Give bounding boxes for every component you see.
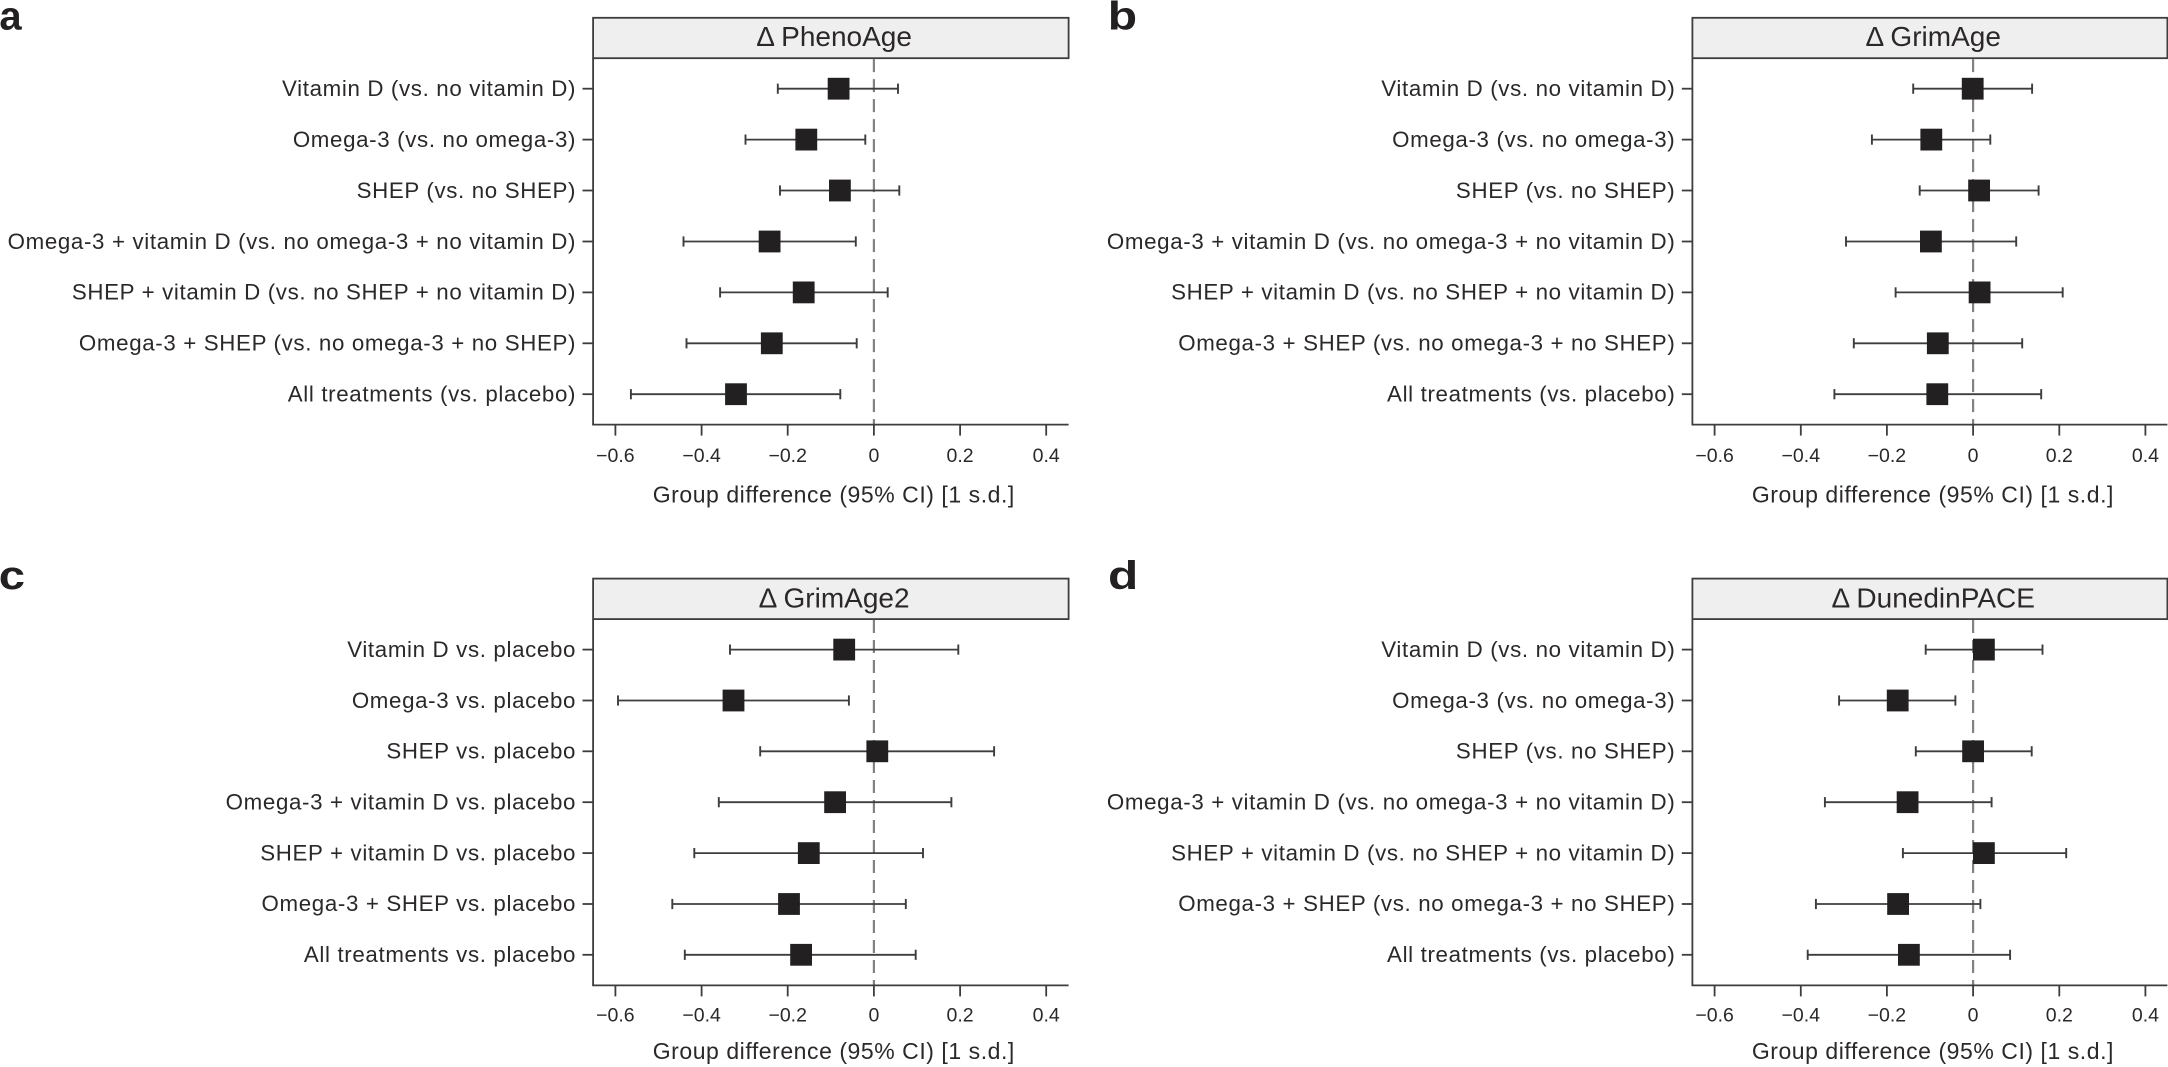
svg-text:Omega-3 (vs. no omega-3): Omega-3 (vs. no omega-3) (1392, 127, 1675, 152)
svg-text:0.2: 0.2 (2046, 1005, 2073, 1027)
svg-text:SHEP + vitamin D (vs. no SHEP: SHEP + vitamin D (vs. no SHEP + no vitam… (1171, 840, 1675, 865)
svg-text:−0.2: −0.2 (768, 445, 807, 467)
svg-text:0.2: 0.2 (947, 1005, 974, 1027)
svg-text:Vitamin D (vs. no vitamin D): Vitamin D (vs. no vitamin D) (282, 76, 576, 101)
svg-text:SHEP + vitamin D (vs. no SHEP: SHEP + vitamin D (vs. no SHEP + no vitam… (72, 280, 576, 305)
svg-text:Omega-3 (vs. no omega-3): Omega-3 (vs. no omega-3) (293, 127, 576, 152)
svg-text:Omega-3 + vitamin D (vs. no om: Omega-3 + vitamin D (vs. no omega-3 + no… (8, 229, 576, 254)
svg-text:SHEP vs. placebo: SHEP vs. placebo (386, 739, 576, 764)
svg-text:0: 0 (868, 1005, 879, 1027)
svg-text:Omega-3 + SHEP vs. placebo: Omega-3 + SHEP vs. placebo (262, 891, 577, 916)
svg-text:All treatments (vs. placebo): All treatments (vs. placebo) (1387, 942, 1675, 967)
svg-text:−0.6: −0.6 (596, 445, 635, 467)
svg-text:Group difference (95% CI) [1 s: Group difference (95% CI) [1 s.d.] (653, 1038, 1015, 1064)
svg-text:Δ PhenoAge: Δ PhenoAge (756, 21, 912, 52)
svg-text:c: c (0, 553, 25, 598)
svg-text:Omega-3 + SHEP (vs. no omega-3: Omega-3 + SHEP (vs. no omega-3 + no SHEP… (79, 331, 576, 356)
svg-text:SHEP + vitamin D vs. placebo: SHEP + vitamin D vs. placebo (260, 840, 576, 865)
svg-text:SHEP (vs. no SHEP): SHEP (vs. no SHEP) (357, 178, 576, 203)
svg-text:−0.4: −0.4 (682, 1005, 721, 1027)
svg-text:0.4: 0.4 (2132, 1005, 2159, 1027)
svg-text:0.4: 0.4 (1033, 1005, 1060, 1027)
svg-text:−0.6: −0.6 (1695, 1005, 1734, 1027)
svg-text:−0.4: −0.4 (682, 445, 721, 467)
svg-text:0: 0 (868, 445, 879, 467)
svg-text:a: a (0, 0, 22, 39)
svg-text:−0.2: −0.2 (768, 1005, 807, 1027)
svg-text:0.4: 0.4 (1033, 445, 1060, 467)
svg-text:Δ GrimAge: Δ GrimAge (1865, 21, 2000, 52)
svg-text:Group difference (95% CI) [1 s: Group difference (95% CI) [1 s.d.] (1752, 1038, 2114, 1064)
svg-text:Vitamin D vs. placebo: Vitamin D vs. placebo (347, 637, 576, 662)
svg-text:All treatments (vs. placebo): All treatments (vs. placebo) (288, 382, 576, 407)
svg-text:0: 0 (1968, 445, 1979, 467)
svg-text:0.2: 0.2 (2046, 445, 2073, 467)
svg-text:Vitamin D (vs. no vitamin D): Vitamin D (vs. no vitamin D) (1381, 637, 1675, 662)
svg-text:Omega-3 + SHEP (vs. no omega-3: Omega-3 + SHEP (vs. no omega-3 + no SHEP… (1178, 331, 1675, 356)
svg-text:Vitamin D (vs. no vitamin D): Vitamin D (vs. no vitamin D) (1381, 76, 1675, 101)
svg-text:0: 0 (1968, 1005, 1979, 1027)
svg-text:Δ DunedinPACE: Δ DunedinPACE (1831, 583, 2034, 614)
svg-text:SHEP + vitamin D (vs. no SHEP: SHEP + vitamin D (vs. no SHEP + no vitam… (1171, 280, 1675, 305)
svg-text:−0.4: −0.4 (1782, 1005, 1821, 1027)
svg-text:−0.4: −0.4 (1782, 445, 1821, 467)
svg-text:Omega-3 + vitamin D (vs. no om: Omega-3 + vitamin D (vs. no omega-3 + no… (1107, 790, 1675, 815)
svg-text:b: b (1108, 0, 1137, 39)
svg-text:−0.2: −0.2 (1868, 1005, 1907, 1027)
svg-text:Group difference (95% CI) [1 s: Group difference (95% CI) [1 s.d.] (653, 481, 1015, 507)
svg-text:SHEP (vs. no SHEP): SHEP (vs. no SHEP) (1456, 739, 1675, 764)
svg-text:Group difference (95% CI) [1 s: Group difference (95% CI) [1 s.d.] (1752, 481, 2114, 507)
svg-text:Omega-3 (vs. no omega-3): Omega-3 (vs. no omega-3) (1392, 688, 1675, 713)
svg-text:−0.6: −0.6 (596, 1005, 635, 1027)
svg-text:SHEP (vs. no SHEP): SHEP (vs. no SHEP) (1456, 178, 1675, 203)
svg-text:0.2: 0.2 (947, 445, 974, 467)
svg-text:−0.2: −0.2 (1868, 445, 1907, 467)
svg-text:All treatments vs. placebo: All treatments vs. placebo (304, 942, 576, 967)
svg-text:0.4: 0.4 (2132, 445, 2159, 467)
svg-text:Omega-3 + vitamin D (vs. no om: Omega-3 + vitamin D (vs. no omega-3 + no… (1107, 229, 1675, 254)
svg-text:−0.6: −0.6 (1695, 445, 1734, 467)
svg-text:Omega-3 + SHEP (vs. no omega-3: Omega-3 + SHEP (vs. no omega-3 + no SHEP… (1178, 891, 1675, 916)
svg-text:Omega-3 + vitamin D vs. placeb: Omega-3 + vitamin D vs. placebo (226, 790, 576, 815)
svg-text:Δ GrimAge2: Δ GrimAge2 (759, 583, 910, 614)
svg-text:Omega-3 vs. placebo: Omega-3 vs. placebo (352, 688, 576, 713)
svg-text:d: d (1108, 553, 1138, 598)
svg-text:All treatments (vs. placebo): All treatments (vs. placebo) (1387, 382, 1675, 407)
